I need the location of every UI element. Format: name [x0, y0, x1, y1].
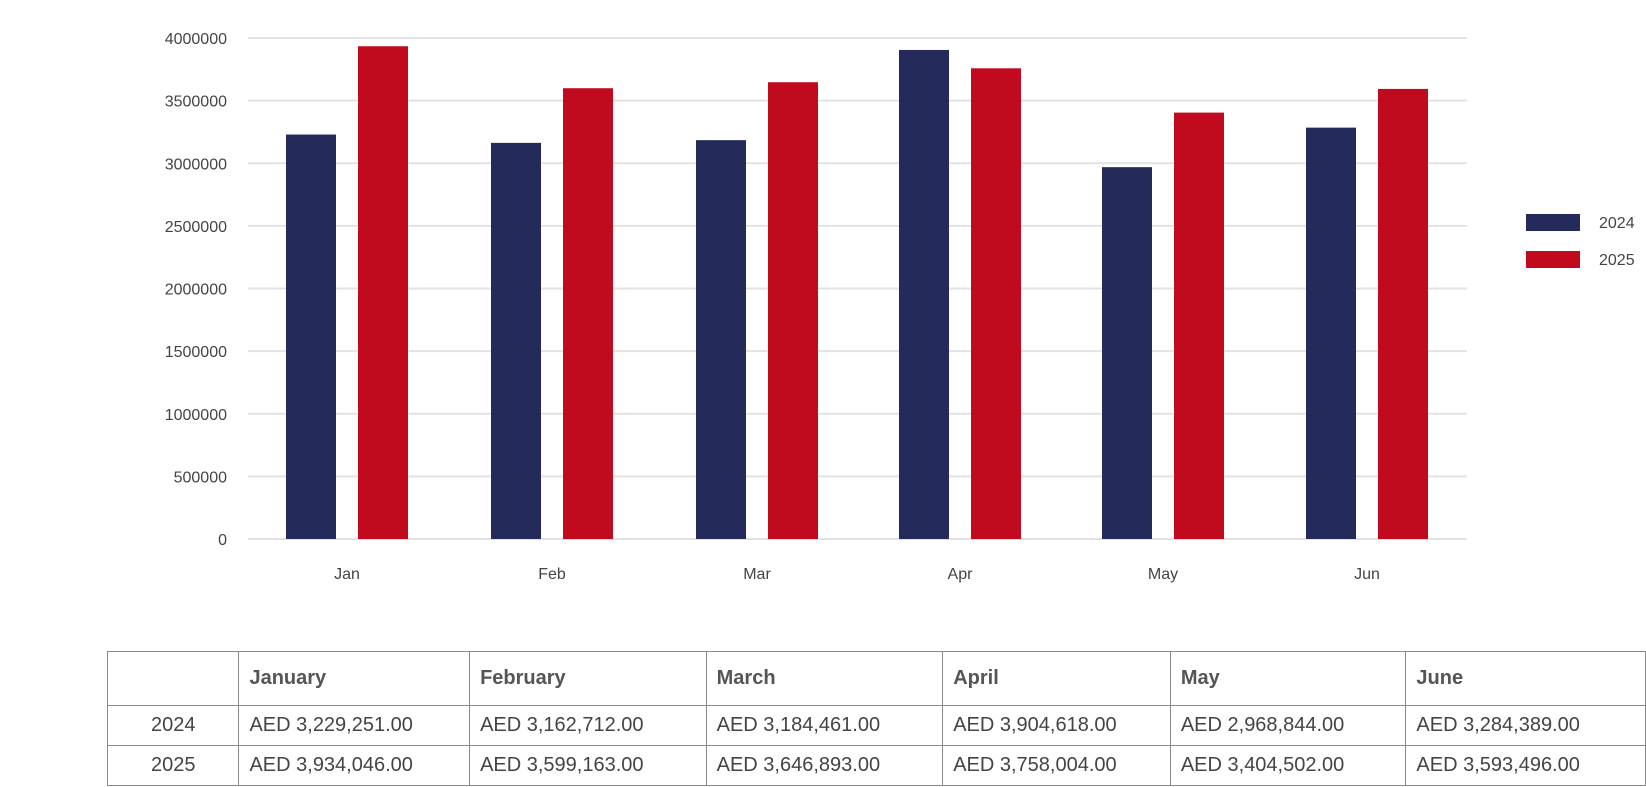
- x-tick-label: Jun: [1354, 566, 1380, 583]
- table-cell: AED 3,904,618.00: [942, 705, 1171, 746]
- bar-2025-Feb: [563, 88, 613, 539]
- bar-2025-Mar: [768, 82, 818, 539]
- table-cell: AED 3,599,163.00: [469, 745, 707, 786]
- table-header-cell: February: [469, 651, 707, 706]
- y-tick-label: 1500000: [165, 344, 227, 361]
- table-cell: AED 3,162,712.00: [469, 705, 707, 746]
- legend-swatch: [1526, 214, 1580, 231]
- x-axis-ticks: Jan Feb Mar Apr May Jun: [334, 566, 1380, 583]
- table-cell: AED 3,229,251.00: [238, 705, 471, 746]
- row-year-label: 2024: [106, 705, 240, 746]
- legend-label: 2024: [1599, 215, 1635, 232]
- bar-2024-Feb: [491, 142, 541, 540]
- table-header-cell: May: [1169, 651, 1407, 706]
- y-tick-label: 500000: [174, 469, 227, 486]
- table-cell: AED 3,184,461.00: [705, 705, 944, 746]
- table-cell: AED 3,284,389.00: [1405, 705, 1646, 746]
- table-cell: AED 3,404,502.00: [1169, 745, 1407, 786]
- table-header-cell: [106, 651, 240, 706]
- y-tick-label: 2500000: [165, 219, 227, 236]
- table-cell: AED 2,968,844.00: [1169, 705, 1407, 746]
- bar-2024-Jan: [286, 134, 336, 539]
- y-tick-label: 3500000: [165, 94, 227, 111]
- table-header-cell: April: [942, 651, 1171, 706]
- table-cell: AED 3,593,496.00: [1405, 745, 1646, 786]
- x-tick-label: May: [1148, 566, 1178, 583]
- table-header-cell: January: [238, 651, 471, 706]
- table-header-row: January February March April May June: [106, 651, 1646, 706]
- row-year-label: 2025: [106, 745, 240, 786]
- table-cell: AED 3,758,004.00: [942, 745, 1171, 786]
- legend: 2024 2025: [1526, 214, 1635, 269]
- y-tick-label: 3000000: [165, 156, 227, 173]
- bar-2024-Apr: [899, 49, 949, 539]
- bar-2024-Mar: [696, 140, 746, 540]
- table-row: 2024 AED 3,229,251.00 AED 3,162,712.00 A…: [106, 705, 1646, 746]
- bar-2025-Apr: [971, 68, 1021, 539]
- bar-2025-Jun: [1378, 88, 1428, 540]
- bar-chart: 0 500000 1000000 1500000 2000000 2500000 30000…: [165, 31, 1635, 583]
- bars: [286, 46, 1428, 540]
- bar-2024-May: [1102, 167, 1152, 539]
- table-header-cell: March: [705, 651, 944, 706]
- y-tick-label: 4000000: [165, 31, 227, 48]
- bar-2025-May: [1174, 112, 1224, 539]
- legend-swatch: [1526, 251, 1580, 268]
- table-row: 2025 AED 3,934,046.00 AED 3,599,163.00 A…: [106, 745, 1646, 786]
- data-table: January February March April May June 20…: [106, 651, 1646, 786]
- table-cell: AED 3,646,893.00: [705, 745, 944, 786]
- x-tick-label: Apr: [948, 566, 974, 583]
- table-header-cell: June: [1405, 651, 1646, 706]
- gridlines: [248, 37, 1467, 540]
- y-tick-label: 2000000: [165, 282, 227, 299]
- bar-2025-Jan: [358, 46, 408, 539]
- x-tick-label: Jan: [334, 566, 360, 583]
- table-cell: AED 3,934,046.00: [238, 745, 471, 786]
- legend-label: 2025: [1599, 252, 1635, 269]
- y-tick-label: 0: [218, 532, 227, 549]
- y-axis-ticks: 0 500000 1000000 1500000 2000000 2500000 30000…: [165, 31, 227, 549]
- x-tick-label: Mar: [743, 566, 771, 583]
- bar-2024-Jun: [1306, 127, 1356, 539]
- y-tick-label: 1000000: [165, 407, 227, 424]
- x-tick-label: Feb: [538, 566, 566, 583]
